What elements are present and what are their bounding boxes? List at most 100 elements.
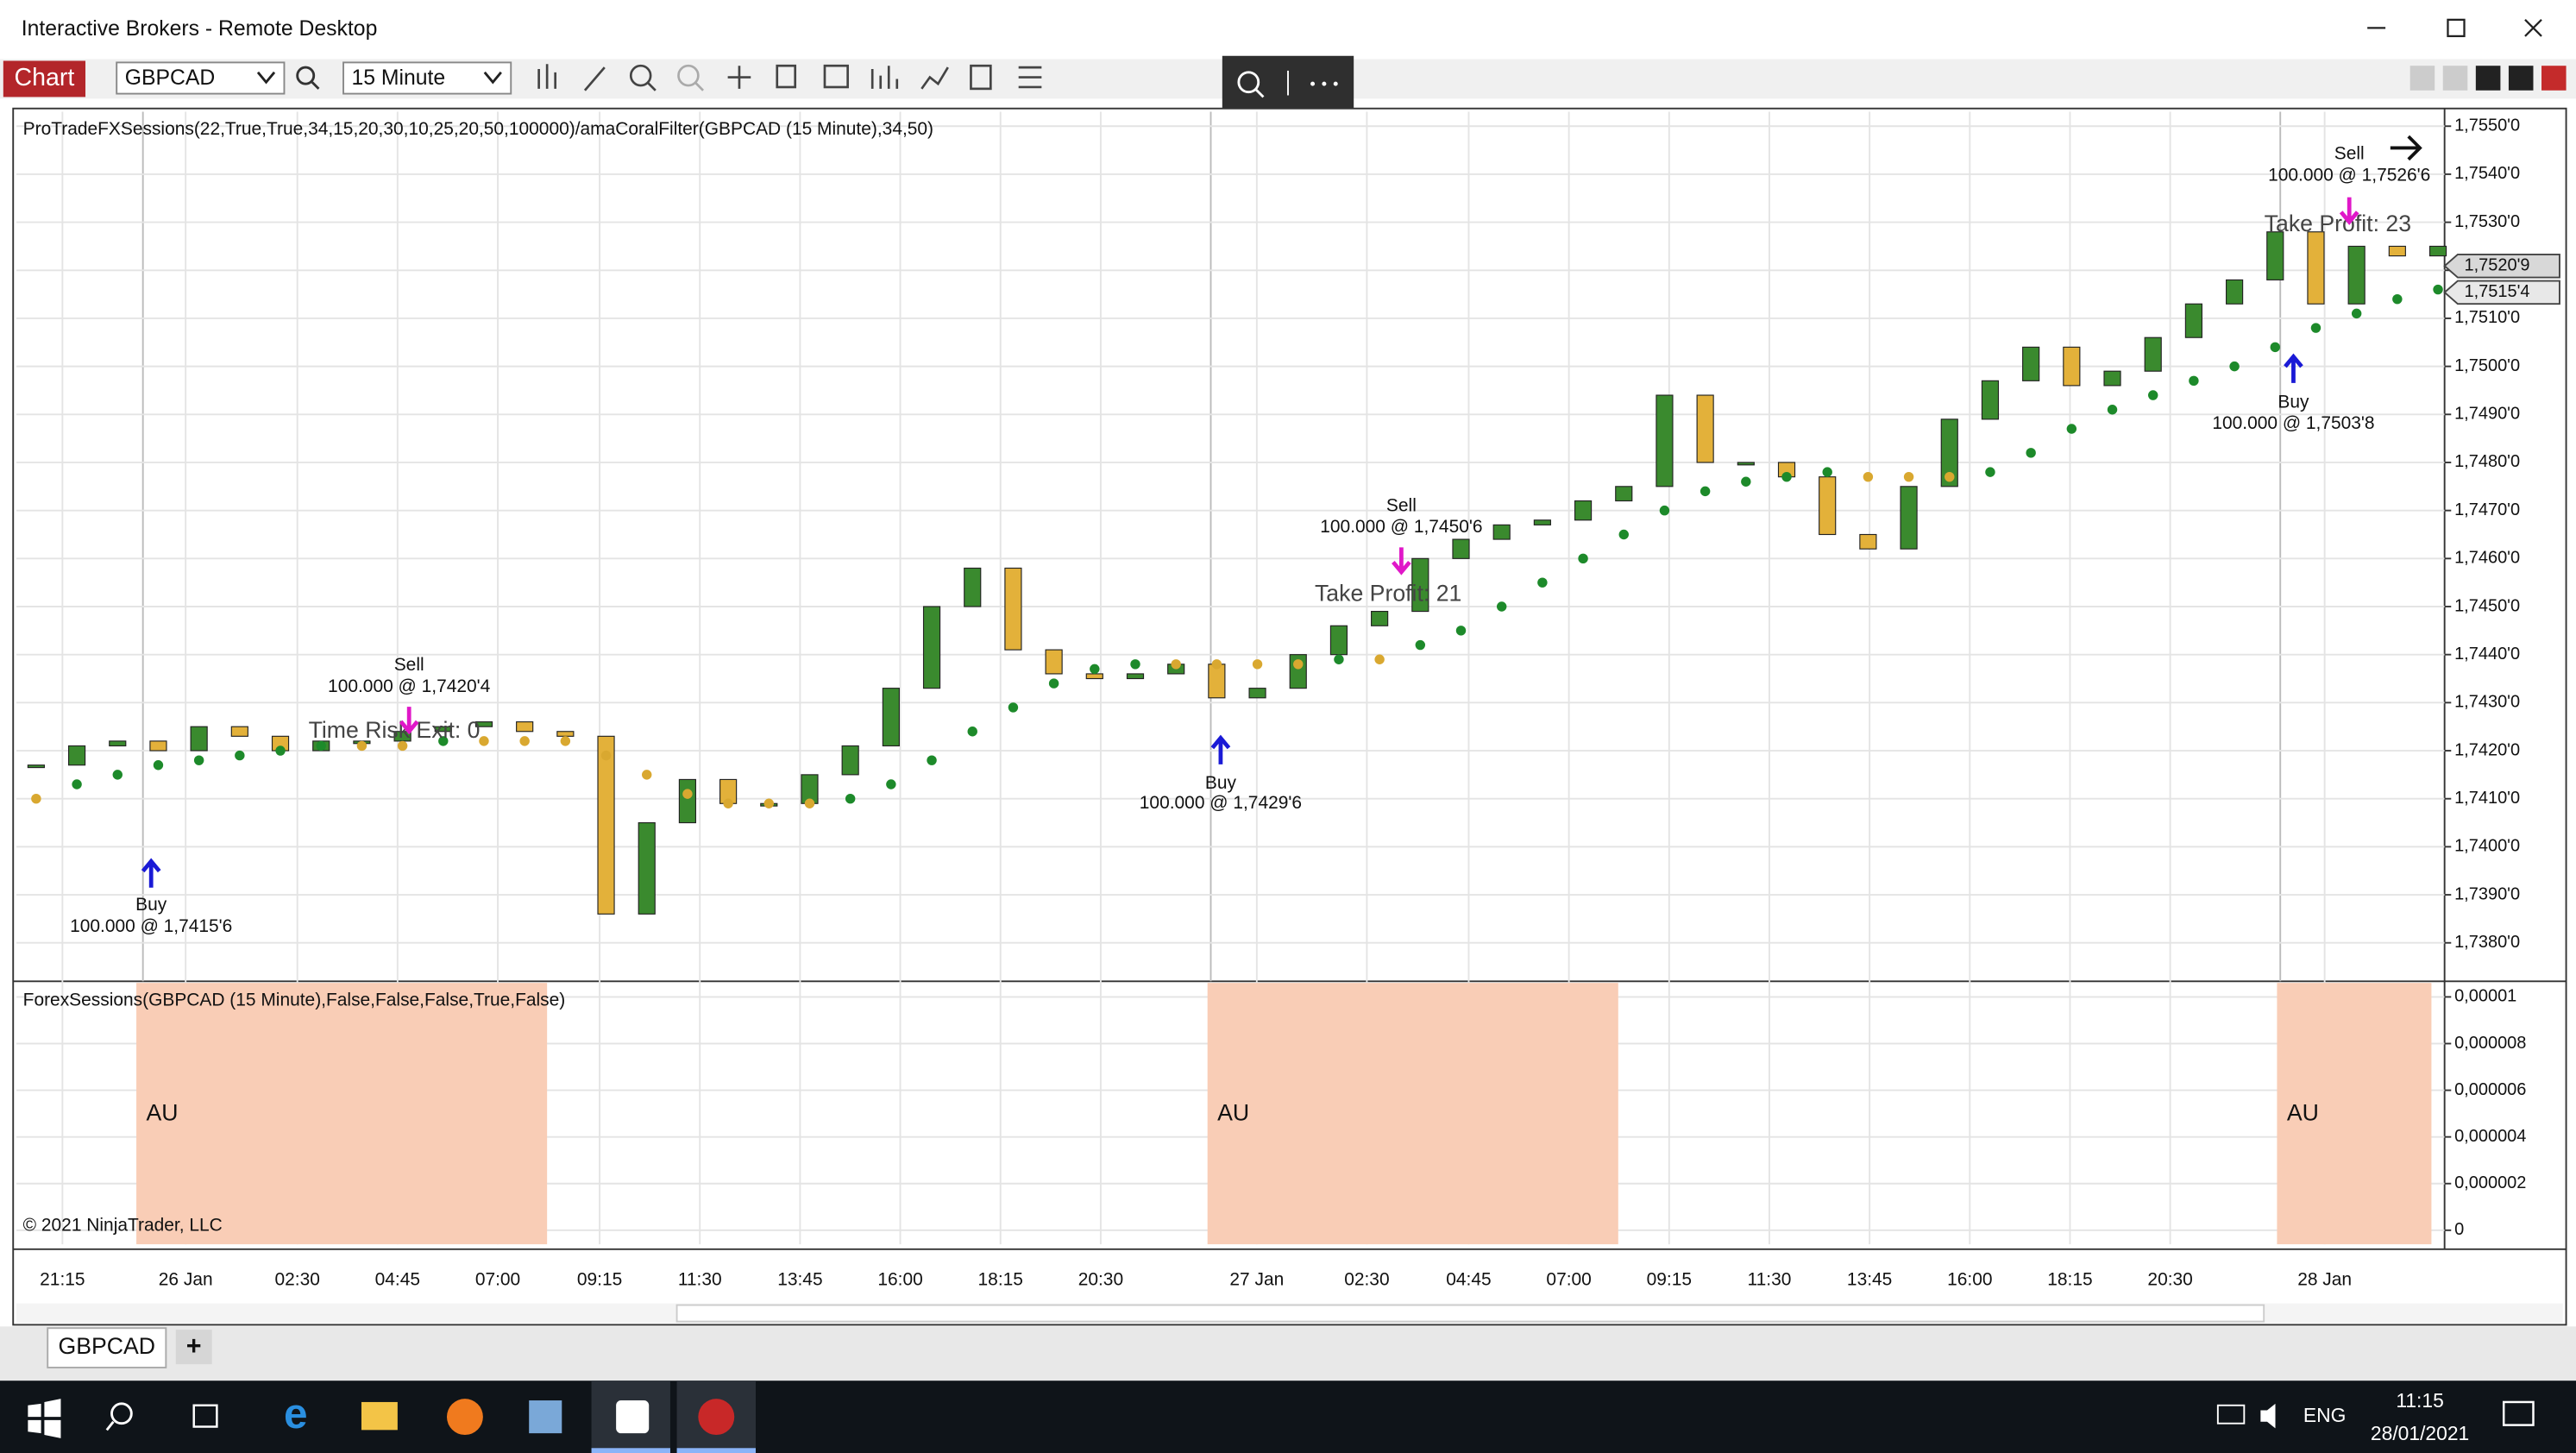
more-icon[interactable]: [1310, 81, 1338, 86]
candle: [678, 778, 697, 824]
trade-annotation: Take Profit: 23: [2265, 211, 2411, 236]
coral-dot: [1903, 471, 1914, 482]
candle: [474, 721, 493, 727]
search-icon[interactable]: [296, 66, 316, 85]
price-marker-label: 1,7515'4: [2465, 282, 2530, 301]
add-tab[interactable]: [175, 1330, 212, 1365]
coral-dot: [804, 798, 815, 808]
scrollbar-thumb[interactable]: [675, 1304, 2265, 1323]
tab[interactable]: [47, 1327, 167, 1368]
price-marker: [2443, 253, 2560, 279]
instrument-select[interactable]: [116, 61, 286, 95]
coral-dot: [1700, 486, 1711, 497]
x-tick-label: 02:30: [1344, 1270, 1389, 1290]
coral-dot: [682, 789, 693, 799]
coral-dot: [845, 793, 856, 804]
svg-text:e: e: [284, 1390, 308, 1437]
y-tick-label: 1,7480'0: [2454, 452, 2520, 471]
candle: [922, 606, 941, 689]
session-band: [2277, 983, 2432, 1245]
trade-annotation: 100.000 @ 1,7503'8: [2212, 413, 2374, 433]
trade-annotation: Take Profit: 21: [1315, 581, 1461, 607]
language[interactable]: ENG: [2303, 1404, 2347, 1426]
window-controls[interactable]: [2367, 18, 2542, 38]
y-tick-label: 0: [2454, 1220, 2464, 1239]
candle: [1615, 486, 1633, 502]
coral-dot: [2189, 375, 2199, 387]
y-tick-label: 1,7390'0: [2454, 884, 2520, 903]
coral-dot: [1252, 659, 1263, 670]
coral-dot: [927, 755, 937, 765]
candle: [2307, 231, 2325, 305]
candle: [1696, 394, 1714, 463]
zoom-icon[interactable]: [1237, 71, 1260, 94]
taskbar-icons[interactable]: e: [28, 1381, 2535, 1453]
coral-dot: [1130, 659, 1140, 670]
candle: [1819, 476, 1837, 536]
coral-dot: [967, 726, 977, 737]
trade-annotation: 100.000 @ 1,7420'4: [328, 676, 491, 696]
candle: [1981, 380, 2000, 420]
coral-dot: [235, 750, 245, 761]
interval-select[interactable]: [342, 61, 512, 95]
mark-layer: 21:15 26 Jan 02:30 04:45 07:00 09:15 11:30 13:4…: [27, 116, 2560, 1290]
candle: [597, 735, 615, 915]
coral-dot: [31, 793, 41, 804]
x-tick-label: 09:15: [1647, 1270, 1692, 1290]
session-label: AU: [1217, 1100, 1249, 1126]
coral-dot: [1578, 553, 1588, 564]
window-title: Interactive Brokers - Remote Desktop: [22, 17, 378, 41]
x-tick-label: 20:30: [1078, 1270, 1123, 1290]
coral-dot: [316, 740, 326, 752]
coral-dot: [1781, 471, 1792, 482]
candle: [2266, 231, 2284, 280]
x-tick-label: 16:00: [877, 1270, 922, 1290]
coral-dot: [1863, 471, 1874, 482]
x-tick-label: 04:45: [1446, 1270, 1491, 1290]
coral-dot: [1211, 659, 1222, 670]
session-layer: [136, 983, 2432, 1245]
x-tick-label: 11:30: [1748, 1270, 1792, 1290]
x-tick-label: 20:30: [2147, 1270, 2192, 1290]
y-tick-label: 1,7530'0: [2454, 212, 2520, 231]
x-tick-label: 11:30: [678, 1270, 722, 1290]
x-tick-label: 26 Jan: [159, 1270, 213, 1290]
trade-annotation: Sell: [1386, 495, 1417, 515]
coral-dot: [519, 736, 530, 746]
candle: [1574, 500, 1593, 521]
x-tick-label: 18:15: [978, 1270, 1023, 1290]
x-tick-label: 18:15: [2047, 1270, 2092, 1290]
x-tick-label: 16:00: [1947, 1270, 1992, 1290]
trade-annotation: Buy: [135, 895, 167, 915]
trade-annotation: 100.000 @ 1,7526'6: [2268, 165, 2430, 185]
clock-date[interactable]: 28/01/2021: [2371, 1422, 2469, 1444]
candle: [2225, 279, 2244, 305]
candle: [516, 721, 534, 733]
chart-button[interactable]: [3, 60, 86, 97]
clock-time[interactable]: 11:15: [2396, 1389, 2443, 1412]
y-tick-label: 1,7410'0: [2454, 789, 2520, 808]
session-label: AU: [146, 1100, 178, 1126]
toolbar-icons[interactable]: [537, 64, 1042, 91]
candle: [841, 745, 859, 776]
y-tick-label: 1,7490'0: [2454, 405, 2520, 424]
trade-annotation: 100.000 @ 1,7415'6: [70, 916, 232, 936]
trade-annotation: Sell: [2334, 144, 2365, 164]
x-tick-label: 04:45: [375, 1270, 420, 1290]
session-band: [1207, 983, 1618, 1245]
coral-dot: [2229, 361, 2240, 372]
panel-controls[interactable]: [2410, 66, 2567, 91]
coral-dot: [886, 779, 896, 789]
candle: [1492, 524, 1511, 540]
coral-dot: [2270, 342, 2280, 353]
search-icon-handle: [311, 81, 320, 90]
y-tick-label: 0,000002: [2454, 1173, 2526, 1192]
candle: [2347, 245, 2366, 305]
coral-dot: [1659, 505, 1670, 516]
x-tick-label: 07:00: [475, 1270, 520, 1290]
candle: [1859, 533, 1877, 550]
coral-dot: [1374, 654, 1385, 664]
coral-dot: [479, 736, 489, 746]
coral-dot: [1822, 467, 1832, 477]
